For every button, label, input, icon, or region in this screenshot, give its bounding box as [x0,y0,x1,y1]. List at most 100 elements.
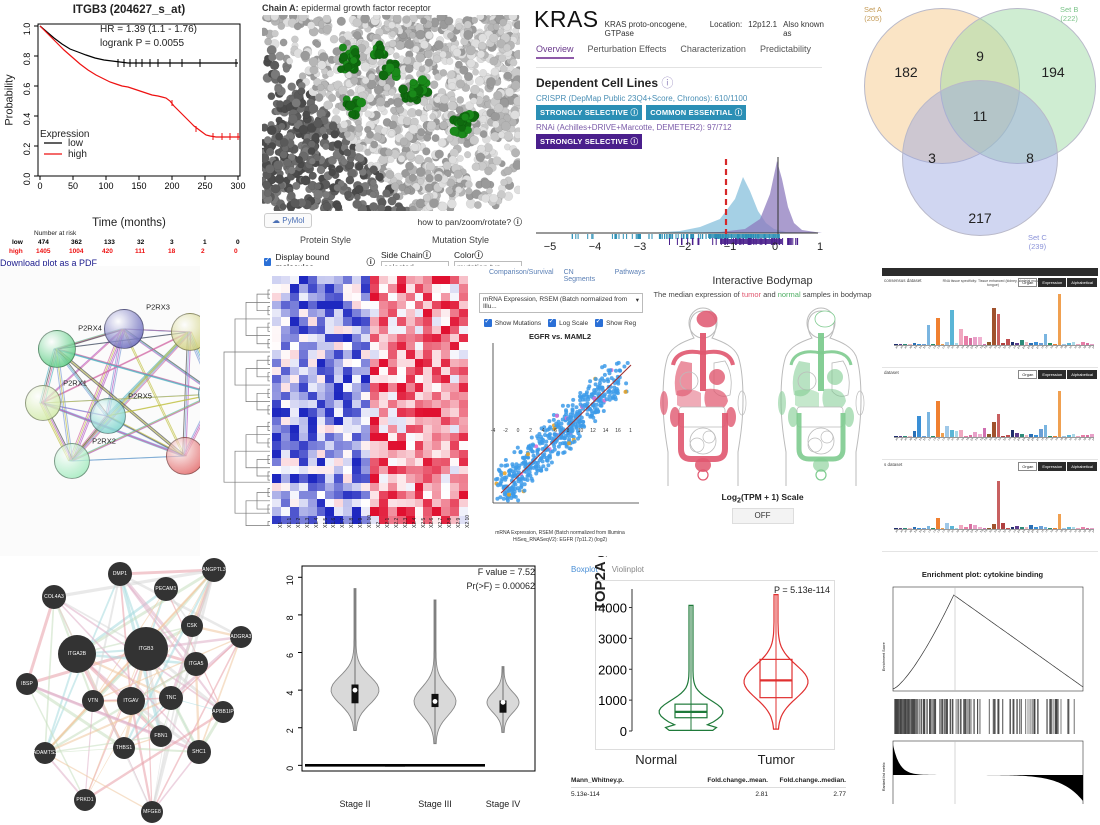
info-icon[interactable]: ⓘ [366,256,375,267]
hpa-sort-button-expression[interactable]: Expression [1038,278,1067,287]
cbio-tab-comparison-survival[interactable]: Comparison/Survival [489,269,554,276]
hpa-bar[interactable] [912,430,917,437]
hpa-bar[interactable] [1062,435,1066,437]
top2a-tab-violinplot[interactable]: Violinplot [611,565,645,574]
hpa-bar[interactable] [987,527,992,529]
hpa-bar[interactable] [1010,527,1015,529]
hpa-bar[interactable] [894,435,898,437]
hpa-bar[interactable] [1029,524,1034,529]
genemania-node[interactable]: FBN1 [150,725,172,747]
depmap-tab-perturbation-effects[interactable]: Perturbation Effects [587,44,667,54]
hpa-bar[interactable] [912,343,917,345]
hpa-bar[interactable] [1034,435,1038,437]
cbio-checkbox[interactable]: Show Reg [595,317,636,327]
hpa-bar[interactable] [945,425,950,437]
hpa-bar[interactable] [903,343,908,345]
hpa-bar[interactable] [1066,343,1071,345]
cbio-scatter-plot[interactable] [479,343,641,521]
hpa-bar[interactable] [903,528,908,529]
hpa-bar[interactable] [1085,527,1090,529]
hpa-bar[interactable] [1090,343,1094,345]
hpa-bar[interactable] [1006,434,1010,437]
hpa-bar[interactable] [922,435,926,437]
info-icon[interactable]: ⓘ [661,76,674,90]
hpa-bar[interactable] [936,400,940,437]
hpa-bar[interactable] [954,430,959,437]
checkbox-icon[interactable] [548,317,557,327]
hpa-bar[interactable] [1090,527,1094,529]
genemania-node[interactable]: ITGA2B [58,635,96,673]
hpa-bar[interactable] [1085,435,1090,437]
hpa-bar[interactable] [959,429,964,437]
depmap-tabs[interactable]: Overview Perturbation Effects Characteriza… [528,38,828,59]
genemania-node[interactable]: ADGRA3 [230,626,252,648]
genemania-node[interactable]: THBS1 [113,737,135,759]
cbio-tab-pathways[interactable]: Pathways [614,269,645,276]
hpa-bar[interactable] [1085,343,1090,345]
bodymap-tumor-figure[interactable] [651,303,756,488]
km-download-link[interactable]: Download plot as a PDF [0,258,98,266]
pymol-3d-viewport[interactable] [262,15,520,211]
hpa-bar[interactable] [987,341,992,345]
bodymap-log-toggle[interactable]: OFF [731,507,794,524]
genemania-node[interactable]: COL4A3 [42,585,66,609]
depmap-tab-characterization[interactable]: Characterization [680,44,746,54]
hpa-bar[interactable] [1080,434,1085,437]
hpa-bar[interactable] [1024,342,1029,345]
hpa-bar[interactable] [931,528,936,529]
genemania-node[interactable]: ANGPTL3 [202,558,226,582]
hpa-bar[interactable] [936,317,940,345]
display-bound-molecules-checkbox[interactable]: Display bound molecules ⓘ [264,249,375,266]
hpa-bar[interactable] [908,436,912,437]
hpa-sort-buttons[interactable]: Organ Expression Alphabetical [1018,278,1097,287]
hpa-bar[interactable] [968,435,973,437]
hpa-bar[interactable] [950,525,954,529]
genemania-node[interactable]: ITGB3 [124,627,168,671]
hpa-bar[interactable] [940,527,945,529]
hpa-bar[interactable] [894,343,898,345]
hpa-bar[interactable] [964,335,968,345]
genemania-node[interactable]: MFGE8 [141,801,163,823]
hpa-bar[interactable] [922,344,926,345]
hpa-bar[interactable] [1080,342,1085,345]
genemania-node[interactable]: ITGAV [117,687,145,715]
hpa-bar[interactable] [973,431,978,437]
hpa-sort-button-organ[interactable]: Organ [1018,370,1038,379]
hpa-bar[interactable] [992,307,996,345]
hpa-sort-button-alphabetical[interactable]: Alphabetical [1067,462,1097,471]
status-badge[interactable]: STRONGLY SELECTIVE ⓘ [536,134,643,149]
hpa-sort-button-expression[interactable]: Expression [1038,370,1067,379]
hpa-bar[interactable] [940,432,945,437]
genemania-node[interactable]: ITGA5 [184,652,208,676]
top2a-tabs[interactable]: Boxplot Violinplot [545,556,865,574]
hpa-bar[interactable] [898,528,903,529]
hpa-bar[interactable] [1071,434,1076,437]
hpa-bar[interactable] [996,481,1001,529]
color-select[interactable]: mutation typ ⌄ [454,261,522,266]
hpa-bar[interactable] [1001,342,1006,345]
hpa-bar[interactable] [1071,526,1076,529]
hpa-bar[interactable] [1052,435,1057,437]
hpa-bar[interactable] [922,528,926,529]
hpa-bar[interactable] [964,435,968,437]
info-icon[interactable]: ⓘ [474,250,483,260]
genemania-node[interactable]: IBSP [16,673,38,695]
hpa-bar[interactable] [1090,433,1094,437]
genemania-node[interactable]: SHC1 [187,740,211,764]
hpa-bar[interactable] [1057,391,1062,437]
hpa-bar[interactable] [1057,294,1062,345]
venn-circle-set-c[interactable] [902,80,1058,236]
hpa-bar[interactable] [926,412,931,437]
hpa-bar[interactable] [1043,333,1048,345]
hpa-bar[interactable] [964,526,968,529]
hpa-bar[interactable] [1001,435,1006,437]
string-node[interactable] [25,385,61,421]
hpa-bar[interactable] [982,343,987,345]
hpa-bar[interactable] [1048,527,1052,529]
hpa-bar[interactable] [950,429,954,437]
string-node[interactable] [90,398,126,434]
hpa-bar[interactable] [1038,342,1043,345]
genemania-node[interactable]: DMP1 [108,562,132,586]
hpa-bar[interactable] [1080,527,1085,529]
hpa-bar[interactable] [1024,527,1029,529]
